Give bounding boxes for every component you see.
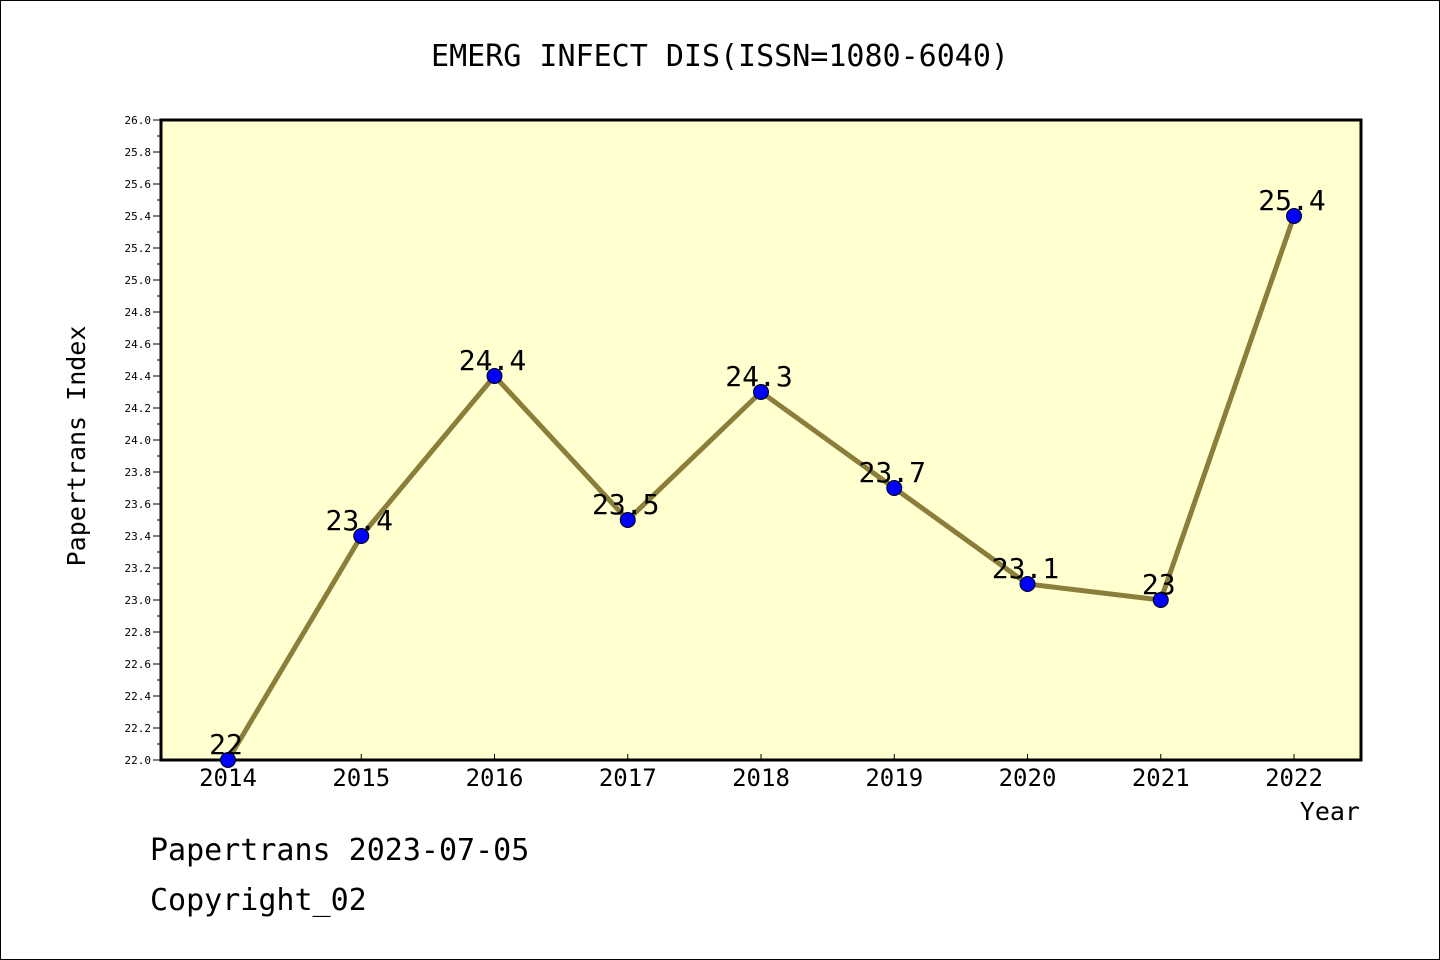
x-tick-label: 2022 (1265, 764, 1323, 792)
y-tick-label: 25.6 (125, 178, 152, 191)
plot-area (159, 118, 1363, 762)
footer-date: Papertrans 2023-07-05 (150, 833, 530, 868)
y-tick-label: 25.4 (125, 210, 152, 223)
data-label: 24.3 (725, 360, 792, 393)
data-point (753, 384, 769, 400)
x-tick-label: 2017 (599, 764, 657, 792)
y-tick-label: 23.6 (125, 498, 152, 511)
data-point (1019, 576, 1036, 592)
y-axis-label: Papertrans Index (62, 326, 91, 567)
y-tick-label: 24.0 (125, 434, 152, 447)
data-label: 22 (209, 728, 243, 761)
y-tick-label: 25.0 (125, 274, 152, 287)
data-label: 23.5 (592, 488, 659, 521)
y-tick-label: 23.2 (125, 562, 152, 575)
data-point (886, 480, 903, 496)
data-point (353, 528, 370, 544)
y-tick-label: 23.8 (125, 466, 152, 479)
chart-title: EMERG INFECT DIS(ISSN=1080-6040) (431, 39, 1009, 74)
x-tick-label: 2021 (1132, 764, 1190, 792)
data-label: 25.4 (1258, 184, 1325, 217)
y-tick-label: 24.4 (125, 370, 152, 383)
data-label: 23.1 (992, 552, 1059, 585)
x-tick-label: 2018 (732, 764, 790, 792)
y-axis: 22.0 22.2 22.4 22.6 22.8 23.0 23.2 23.4 23.6 23.8… (125, 114, 161, 767)
data-point (1152, 592, 1169, 608)
y-tick-label: 22.2 (125, 722, 152, 735)
y-tick-label: 23.0 (125, 594, 152, 607)
data-point (486, 368, 503, 384)
x-axis-label: Year (1300, 797, 1360, 826)
y-tick-label: 25.8 (125, 146, 152, 159)
data-label: 23.4 (326, 504, 393, 537)
y-tick-label: 23.4 (125, 530, 152, 543)
data-label: 23 (1142, 568, 1176, 601)
x-tick-label: 2016 (466, 764, 524, 792)
y-tick-label: 24.2 (125, 402, 152, 415)
x-tick-label: 2014 (199, 764, 257, 792)
x-tick-label: 2020 (999, 764, 1057, 792)
data-label: 23.7 (859, 456, 926, 489)
footer-copyright: Copyright_02 (150, 883, 367, 918)
y-tick-label: 25.2 (125, 242, 152, 255)
data-point (1286, 208, 1302, 224)
x-tick-label: 2015 (332, 764, 390, 792)
y-tick-label: 22.4 (125, 690, 152, 703)
y-tick-label: 22.8 (125, 626, 152, 639)
data-point (220, 752, 236, 768)
y-tick-label: 22.0 (125, 754, 152, 767)
y-tick-label: 22.6 (125, 658, 152, 671)
y-tick-label: 24.8 (125, 306, 152, 319)
x-axis: 2014 2015 2016 2017 2018 2019 2020 2021 2022 (199, 754, 1323, 792)
data-label: 24.4 (459, 344, 526, 377)
y-tick-label: 24.6 (125, 338, 152, 351)
data-point (619, 512, 636, 528)
series-layer: 22 23.4 24.4 23.5 24.3 23.7 23.1 23 25.4 (209, 184, 1326, 768)
y-tick-label: 26.0 (125, 114, 152, 127)
x-tick-label: 2019 (865, 764, 923, 792)
